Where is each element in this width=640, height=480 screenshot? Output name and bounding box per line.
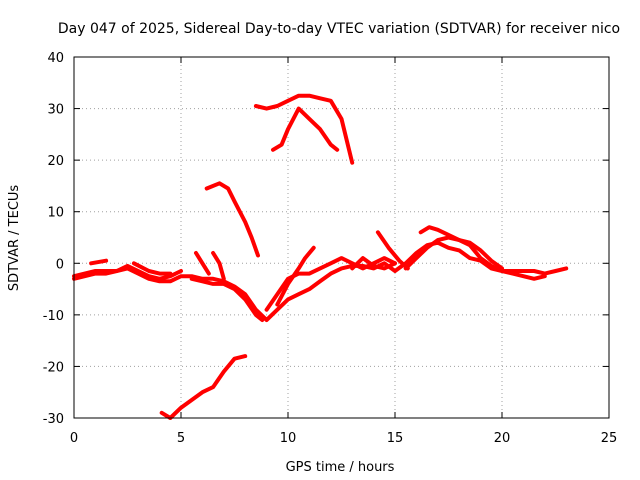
chart-title: Day 047 of 2025, Sidereal Day-to-day VTE… [58, 21, 620, 37]
y-tick-label: -30 [43, 412, 64, 427]
series-line-track-4 [131, 261, 173, 276]
series-line-track-16 [418, 225, 547, 281]
grid [74, 57, 609, 418]
x-axis-label: GPS time / hours [286, 460, 395, 475]
x-tick-label: 20 [494, 431, 511, 446]
y-tick-label: 0 [56, 257, 64, 272]
x-tick-label: 15 [387, 431, 404, 446]
y-tick-label: 30 [47, 103, 64, 118]
series-group [72, 93, 569, 420]
series-line-track-13 [159, 354, 248, 420]
x-tick-label: 0 [70, 431, 78, 446]
series-line-track-17 [350, 256, 397, 271]
series-line-track-3 [89, 258, 109, 266]
series-line-track-12 [271, 106, 340, 152]
series-line-track-5 [189, 276, 265, 322]
series-line-track-10 [275, 245, 316, 307]
y-tick-label: 20 [47, 154, 64, 169]
series-line-track-8 [204, 181, 260, 258]
axis-ticks: 0 5 10 15 20 25 -30 -20 -10 0 10 20 30 40 [43, 51, 618, 446]
x-tick-label: 5 [177, 431, 185, 446]
x-tick-label: 25 [601, 431, 618, 446]
series-line-track-9 [264, 256, 397, 312]
y-tick-label: -10 [43, 309, 64, 324]
series-line-track-1 [72, 240, 569, 322]
x-tick-label: 10 [280, 431, 297, 446]
series-line-track-2 [72, 263, 183, 281]
series-line-track-6 [194, 251, 211, 276]
plot-frame [73, 56, 610, 419]
y-tick-label: -20 [43, 360, 64, 375]
y-tick-label: 10 [47, 206, 64, 221]
series-line-track-7 [211, 251, 226, 281]
series-line-track-14 [375, 230, 410, 271]
y-axis-label: SDTVAR / TECUs [7, 185, 22, 292]
y-tick-label: 40 [47, 51, 64, 66]
series-line-track-11 [253, 93, 355, 165]
